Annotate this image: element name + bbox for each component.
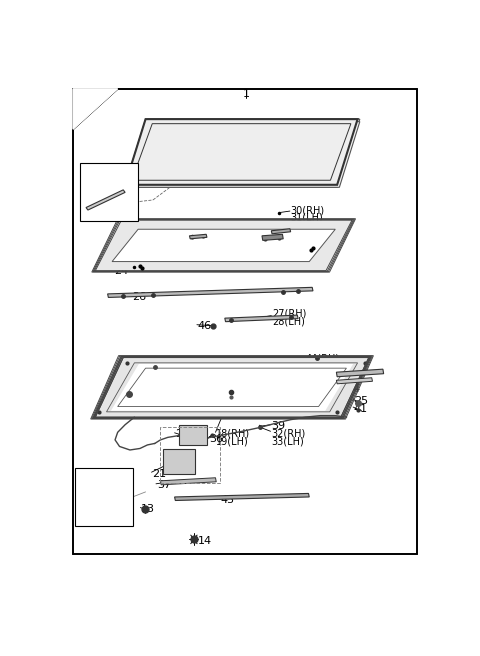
Polygon shape [127,121,360,188]
Text: 36: 36 [209,434,223,444]
Polygon shape [125,121,358,188]
Text: 41: 41 [354,403,368,413]
Polygon shape [112,229,335,262]
Text: 5: 5 [220,129,227,139]
Text: 25: 25 [354,396,368,406]
Text: 33(LH): 33(LH) [271,436,304,446]
Text: 18(RH): 18(RH) [216,429,251,439]
Text: 38: 38 [222,405,236,415]
Text: 13: 13 [141,504,155,514]
Text: 21: 21 [152,469,167,479]
Polygon shape [125,119,358,185]
Text: 1: 1 [242,89,250,99]
Text: 46: 46 [198,321,212,331]
Text: 32(RH): 32(RH) [271,429,306,439]
Text: 28(LH): 28(LH) [272,316,305,326]
Polygon shape [127,119,360,185]
Text: 24: 24 [114,266,128,276]
Polygon shape [190,234,207,239]
Text: 39: 39 [271,421,286,431]
Polygon shape [175,493,309,501]
Polygon shape [160,478,216,485]
Polygon shape [336,369,384,377]
Bar [163,449,195,474]
Polygon shape [108,287,313,297]
Text: 30(RH): 30(RH) [290,205,325,215]
Polygon shape [336,378,372,384]
Text: 34: 34 [347,384,360,394]
Bar [160,427,220,483]
Text: 16: 16 [83,474,96,483]
Text: 17: 17 [115,387,129,397]
Polygon shape [111,364,353,411]
Text: 4(RH): 4(RH) [96,197,123,207]
Bar [179,425,207,445]
Polygon shape [96,220,352,271]
Text: 37: 37 [156,480,171,490]
Polygon shape [262,234,283,240]
Text: 26: 26 [132,293,147,302]
Text: 35: 35 [149,363,163,373]
Text: 19(LH): 19(LH) [216,436,249,446]
Text: 3(LH): 3(LH) [96,205,122,215]
Text: 20: 20 [175,429,190,440]
Text: 27(RH): 27(RH) [272,308,306,319]
Text: 43(LH): 43(LH) [305,361,338,371]
Text: 45: 45 [220,495,234,506]
Text: 42: 42 [347,377,360,387]
Text: 14: 14 [198,536,212,546]
Bar [75,468,132,525]
Text: 29: 29 [183,245,197,255]
Text: 40: 40 [170,232,184,242]
Polygon shape [225,315,298,321]
Polygon shape [271,229,290,234]
Bar [81,163,138,221]
Text: 31(LH): 31(LH) [290,213,324,222]
Text: 23(LH): 23(LH) [290,233,324,243]
Polygon shape [73,89,118,129]
Text: 22(RH): 22(RH) [290,225,325,236]
Polygon shape [125,119,358,185]
Polygon shape [86,190,125,210]
Text: 44(RH): 44(RH) [305,354,340,363]
Polygon shape [96,358,369,417]
